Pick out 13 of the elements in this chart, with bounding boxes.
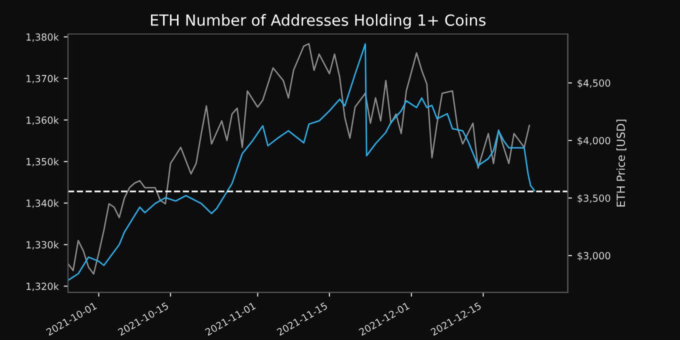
y-tick-label: 1,380k [26, 33, 59, 42]
y2-tick-label: $3,500 [578, 194, 610, 204]
y2-axis-title: ETH Price [USD] [616, 120, 626, 206]
y-tick-label: 1,320k [26, 282, 59, 291]
y-tick-label: 1,340k [26, 199, 59, 208]
y-tick-label: 1,330k [26, 240, 59, 250]
y-tick-label: 1,350k [26, 158, 59, 166]
y2-tick-label: $3,000 [578, 252, 610, 261]
y-tick-label: 1,370k [26, 74, 59, 84]
chart-title: ETH Number of Addresses Holding 1+ Coins [151, 14, 486, 29]
y-tick-label: 1,360k [26, 116, 59, 125]
y2-tick-label: $4,500 [578, 79, 610, 88]
y2-tick-label: $4,000 [578, 136, 610, 146]
